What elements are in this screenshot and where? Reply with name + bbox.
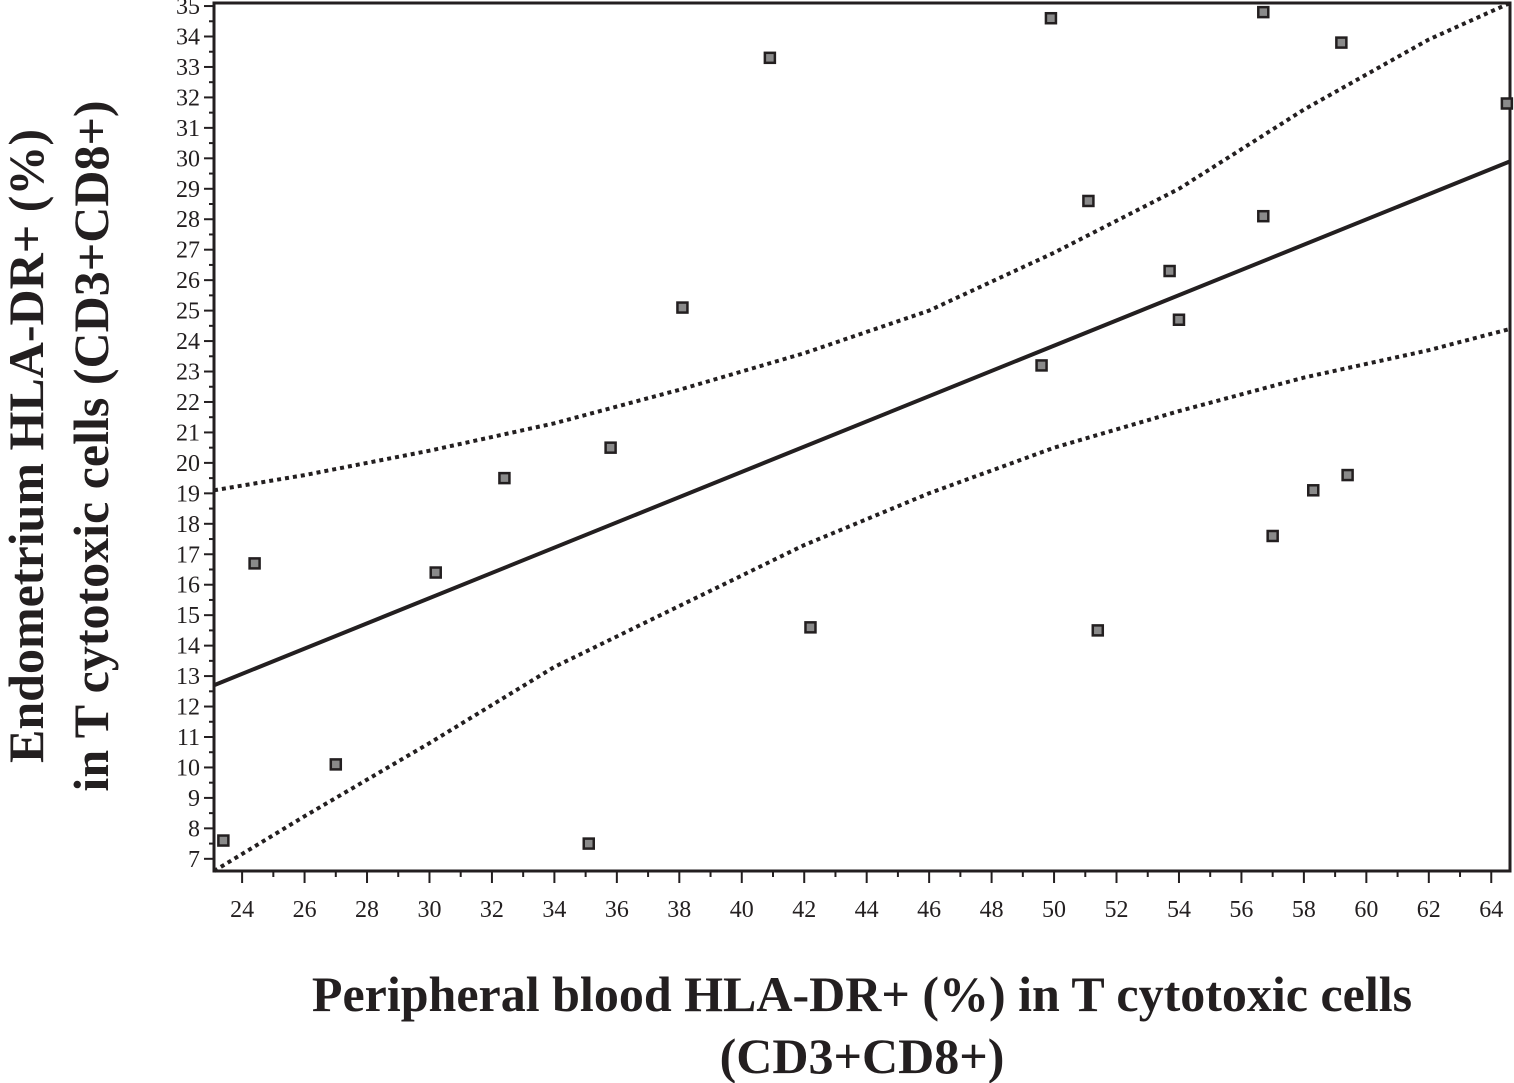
data-point [1335,36,1348,49]
x-tick-label: 52 [1105,897,1129,923]
data-point [217,834,230,847]
y-tick-label: 35 [176,0,200,20]
data-point [604,441,617,454]
y-tick-label: 28 [176,207,200,233]
x-tick-label: 44 [855,897,879,923]
x-axis-title-line1: Peripheral blood HLA-DR+ (%) in T cytoto… [312,966,1412,1022]
x-tick-label: 32 [480,897,504,923]
x-tick-label: 62 [1417,897,1441,923]
data-point [1172,313,1186,326]
y-tick-label: 22 [176,390,200,416]
y-tick-label: 7 [188,847,200,873]
y-tick-label: 34 [176,25,200,51]
data-point [1163,264,1176,278]
x-tick-label: 54 [1167,897,1191,923]
data-point [248,557,261,570]
x-tick-label: 28 [355,897,379,923]
upper-confidence-curve [213,1,1511,493]
y-tick-label: 19 [176,481,200,507]
y-tick-label: 27 [176,238,200,264]
y-tick-label: 10 [176,755,200,781]
data-point [1091,624,1105,637]
data-point [429,566,442,579]
data-point [329,758,343,771]
x-tick-label: 46 [917,897,941,923]
x-tick-label: 40 [730,897,754,923]
y-tick-label: 32 [176,85,200,111]
axis-ticks [204,5,1493,883]
y-tick-label: 20 [176,451,200,477]
data-point [1035,359,1048,372]
y-tick-label: 17 [176,542,200,568]
y-tick-label: 18 [176,512,200,538]
y-tick-label: 33 [176,55,200,81]
y-tick-label: 29 [176,177,200,203]
x-tick-label: 36 [605,897,629,923]
x-tick-label: 56 [1229,897,1253,923]
y-tick-label: 26 [176,268,200,294]
data-point [1257,5,1270,19]
data-point [498,471,511,485]
data-point [763,51,777,65]
data-point [1257,209,1270,223]
x-axis-title-line2: (CD3+CD8+) [720,1028,1005,1083]
y-tick-label: 23 [176,360,200,386]
data-point [1500,97,1514,110]
y-tick-labels: 7 8 9 10 11 12 13 14 15 16 17 18 19 20 21 22 23 24 25 26 27 2… [176,0,200,873]
x-tick-label: 42 [792,897,816,923]
y-tick-label: 14 [176,634,200,660]
x-tick-label: 64 [1479,897,1503,923]
y-tick-label: 12 [176,695,200,721]
x-tick-label: 50 [1042,897,1066,923]
x-tick-label: 48 [980,897,1004,923]
x-tick-label: 24 [230,897,254,923]
y-tick-label: 13 [176,664,200,690]
y-tick-label: 25 [176,299,200,325]
y-tick-label: 31 [176,116,200,142]
data-point [1266,529,1279,543]
y-tick-label: 24 [176,329,200,355]
x-tick-label: 38 [667,897,691,923]
x-tick-label: 58 [1292,897,1316,923]
y-tick-label: 21 [176,420,200,446]
x-tick-label: 30 [417,897,441,923]
data-point [582,837,595,850]
lower-confidence-curve [212,326,1511,873]
data-points [217,5,1514,850]
x-tick-label: 34 [542,897,566,923]
y-axis-title-line1: Endometrium HLA-DR+ (%) [0,129,54,763]
data-point [804,621,817,634]
y-tick-label: 11 [177,725,200,751]
data-point [676,301,689,314]
y-tick-label: 8 [188,816,200,842]
x-tick-label: 26 [293,897,317,923]
data-point [1044,11,1058,25]
plot-frame [212,1,1512,873]
y-tick-label: 16 [176,573,200,599]
y-tick-label: 9 [188,786,200,812]
x-tick-labels: 24 26 28 30 32 34 36 38 40 42 44 46 48 50 52 54 56 58 60 62… [230,897,1503,923]
y-tick-label: 15 [176,603,200,629]
data-point [1082,194,1095,208]
data-point [1341,468,1354,482]
data-point [1307,484,1320,497]
regression-line [213,159,1511,688]
y-axis-title-line2: in T cytotoxic cells (CD3+CD8+) [63,100,119,791]
x-tick-label: 60 [1354,897,1378,923]
y-tick-label: 30 [176,146,200,172]
